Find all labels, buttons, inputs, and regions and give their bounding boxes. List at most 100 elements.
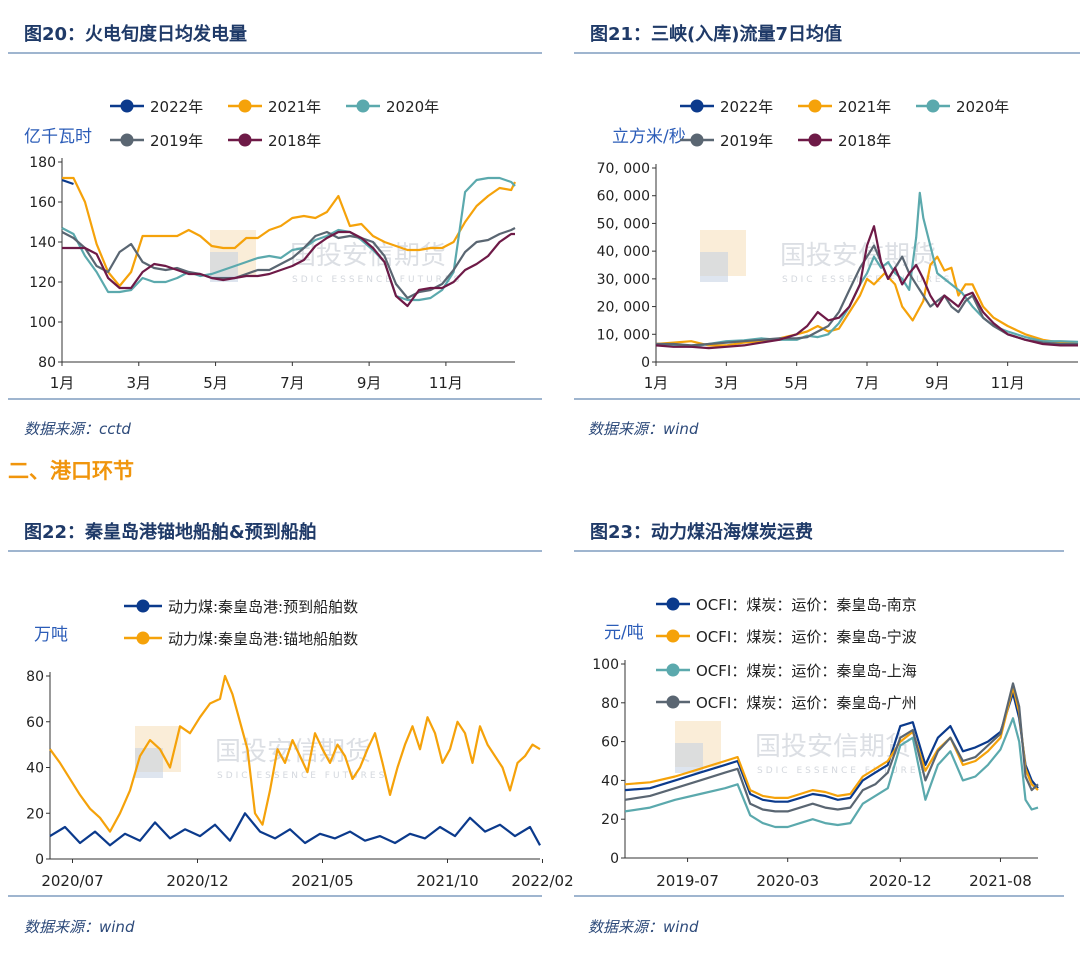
legend-label: 动力煤:秦皇岛港:预到船舶数 — [168, 598, 358, 616]
y-tick-label: 40 — [26, 761, 44, 777]
x-tick-label: 2020-12 — [869, 872, 932, 890]
x-tick-label: 9月 — [925, 374, 950, 392]
panel-title-fig23: 图23：动力煤沿海煤炭运费 — [590, 522, 814, 543]
series-line — [624, 717, 1039, 829]
series-line — [62, 230, 515, 308]
y-tick-label: 0 — [641, 355, 650, 371]
series-line — [624, 682, 1039, 813]
x-tick-label: 1月 — [50, 374, 75, 392]
series-line — [61, 178, 74, 186]
source-note-fig23: 数据来源：wind — [588, 918, 699, 936]
legend-label: 2018年 — [268, 132, 321, 150]
source-rule — [8, 895, 542, 897]
x-tick-label: 3月 — [714, 374, 739, 392]
legend-label: 2019年 — [150, 132, 203, 150]
series-line — [61, 227, 516, 300]
legend-label: OCFI：煤炭：运价：秦皇岛-南京 — [696, 596, 917, 614]
watermark-text: 国投安信期货 — [780, 241, 936, 271]
legend-marker — [926, 99, 940, 113]
legend-label: 2018年 — [838, 132, 891, 150]
source-note-fig21: 数据来源：wind — [588, 420, 699, 438]
legend-label: 2020年 — [386, 98, 439, 116]
y-tick-label: 80 — [38, 355, 56, 371]
source-rule — [8, 398, 542, 400]
watermark-subtext: SDIC ESSENCE FUTURES — [217, 771, 387, 781]
legend-marker — [120, 99, 134, 113]
series-line — [61, 176, 516, 302]
source-rule — [574, 398, 1080, 400]
legend-marker — [666, 695, 680, 709]
y-tick-label: 140 — [29, 235, 56, 251]
x-tick-label: 2020-03 — [756, 872, 819, 890]
legend-label: 2021年 — [838, 98, 891, 116]
legend-label: 2022年 — [150, 98, 203, 116]
y-tick-label: 60 — [26, 715, 44, 731]
legend-marker — [238, 99, 252, 113]
series-line — [624, 686, 1039, 799]
y-tick-label: 30, 000 — [597, 272, 650, 288]
y-tick-label: 160 — [29, 195, 56, 211]
x-tick-label: 2021/05 — [291, 872, 353, 890]
y-axis-label: 立方米/秒 — [612, 127, 686, 147]
legend-marker — [666, 663, 680, 677]
legend-marker — [690, 133, 704, 147]
legend-marker — [120, 133, 134, 147]
chart-coastal-coal-freight: 国投安信期货 SDIC ESSENCE FUTURES 元/吨 0 20 40 60 80 10… — [592, 596, 1039, 890]
y-tick-label: 60, 000 — [597, 189, 650, 205]
y-tick-label: 60 — [601, 735, 619, 751]
legend-marker — [690, 99, 704, 113]
legend-label: 2022年 — [720, 98, 773, 116]
x-tick-label: 11月 — [429, 374, 463, 392]
y-tick-label: 80 — [26, 669, 44, 685]
y-tick-label: 70, 000 — [597, 161, 650, 177]
y-tick-label: 10, 000 — [597, 327, 650, 343]
legend-marker — [808, 99, 822, 113]
title-rule — [8, 550, 542, 552]
y-tick-label: 100 — [29, 315, 56, 331]
series-line — [49, 674, 541, 833]
source-note-fig20: 数据来源：cctd — [24, 420, 131, 438]
y-tick-label: 0 — [35, 852, 44, 868]
x-tick-label: 2022/02 — [511, 872, 573, 890]
legend-label: 2021年 — [268, 98, 321, 116]
x-tick-label: 2020/07 — [41, 872, 103, 890]
panel-title-fig20: 图20：火电旬度日均发电量 — [24, 24, 248, 45]
y-tick-label: 0 — [610, 851, 619, 867]
x-tick-label: 11月 — [991, 374, 1025, 392]
legend-label: 2020年 — [956, 98, 1009, 116]
series-line — [624, 692, 1039, 803]
legend-marker — [238, 133, 252, 147]
legend-label: 2019年 — [720, 132, 773, 150]
title-rule — [8, 52, 542, 54]
panel-title-fig21: 图21：三峡(入库)流量7日均值 — [590, 24, 843, 45]
legend-marker — [666, 597, 680, 611]
watermark-logo-blue — [675, 743, 703, 773]
y-tick-label: 50, 000 — [597, 216, 650, 232]
y-tick-label: 120 — [29, 275, 56, 291]
legend-label: OCFI：煤炭：运价：秦皇岛-宁波 — [696, 628, 917, 646]
y-axis-label: 亿千瓦时 — [24, 127, 92, 147]
x-tick-label: 5月 — [203, 374, 228, 392]
source-note-fig22: 数据来源：wind — [24, 918, 135, 936]
watermark-subtext: SDIC ESSENCE FUTURES — [292, 275, 462, 285]
series-line — [655, 225, 1078, 350]
y-tick-label: 180 — [29, 155, 56, 171]
y-tick-label: 40 — [601, 773, 619, 789]
legend-label: OCFI：煤炭：运价：秦皇岛-广州 — [696, 694, 917, 712]
watermark-subtext: SDIC ESSENCE FUTURES — [757, 766, 927, 776]
title-rule — [574, 52, 1080, 54]
legend-marker — [136, 631, 150, 645]
panel-title-fig22: 图22：秦皇岛港锚地船舶&预到船舶 — [24, 522, 317, 543]
x-tick-label: 1月 — [644, 374, 669, 392]
x-tick-label: 7月 — [280, 374, 305, 392]
legend-marker — [808, 133, 822, 147]
y-axis-label: 万吨 — [34, 625, 68, 645]
legend-marker — [666, 629, 680, 643]
legend-label: 动力煤:秦皇岛港:锚地船舶数 — [168, 630, 358, 648]
x-tick-label: 2021-08 — [969, 872, 1032, 890]
watermark-text: 国投安信期货 — [755, 732, 911, 762]
x-tick-label: 2021/10 — [416, 872, 478, 890]
watermark-logo-blue — [135, 748, 163, 778]
source-rule — [574, 895, 1064, 897]
